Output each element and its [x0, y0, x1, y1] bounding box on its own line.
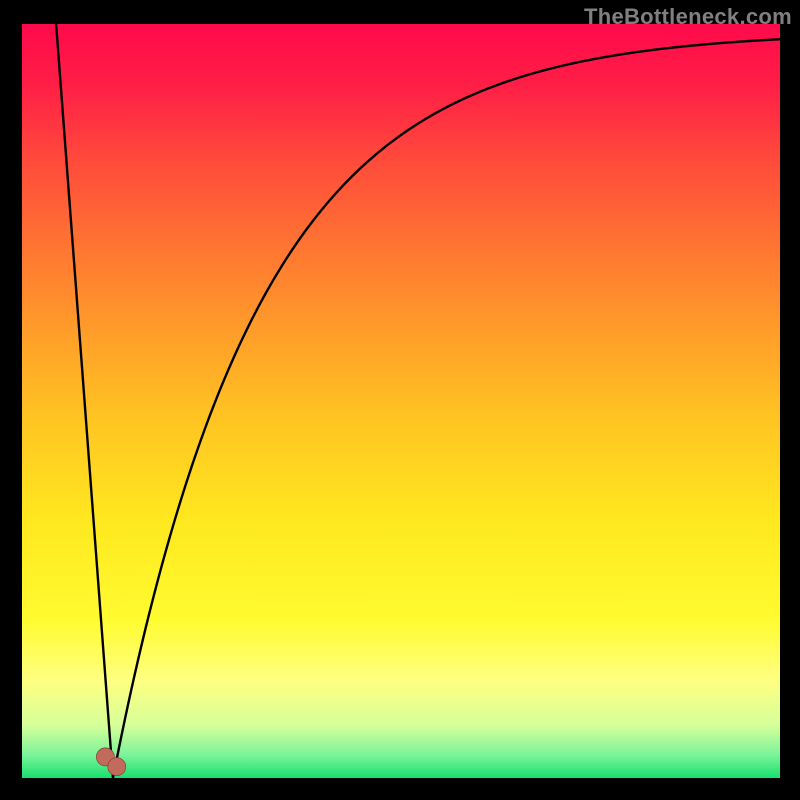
- bottleneck-chart: [0, 0, 800, 800]
- watermark-text: TheBottleneck.com: [584, 4, 792, 30]
- data-marker: [108, 758, 126, 776]
